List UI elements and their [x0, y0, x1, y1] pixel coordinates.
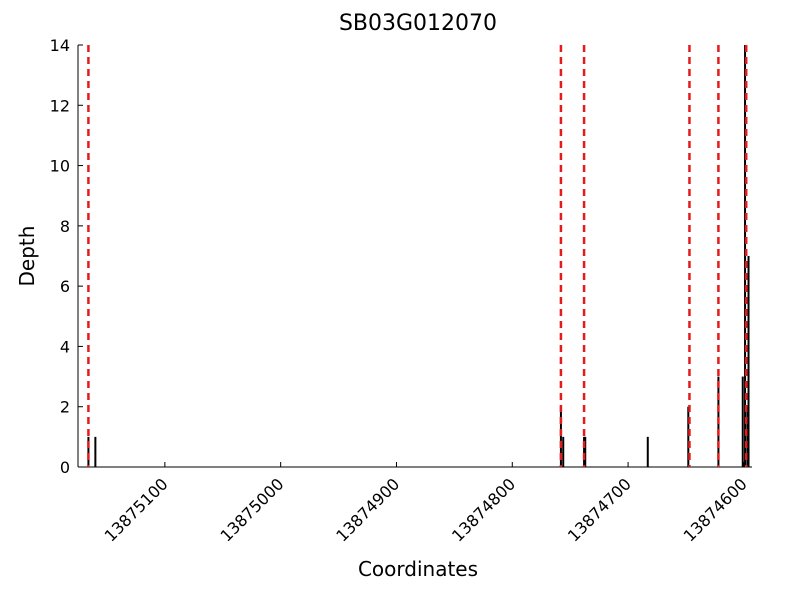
y-tick-label: 14 [50, 36, 70, 55]
x-axis-label: Coordinates [358, 557, 478, 581]
bar [741, 376, 744, 467]
bar [584, 436, 587, 467]
y-tick-label: 8 [60, 217, 70, 236]
x-tick-label: 13875100 [101, 474, 172, 545]
y-axis-label: Depth [15, 226, 39, 287]
x-tick-label: 13874600 [680, 474, 751, 545]
x-tick-label: 13874700 [564, 474, 635, 545]
bar [94, 436, 97, 467]
chart-title: SB03G012070 [339, 11, 497, 36]
bar [746, 406, 749, 467]
y-tick-label: 12 [50, 96, 70, 115]
bar [87, 436, 90, 467]
y-tick-label: 0 [60, 458, 70, 477]
x-tick-label: 13874800 [448, 474, 519, 545]
y-tick-label: 2 [60, 398, 70, 417]
bar [646, 436, 649, 467]
y-tick-label: 6 [60, 277, 70, 296]
bar [747, 256, 750, 467]
bar [562, 436, 565, 467]
y-tick-label: 4 [60, 337, 70, 356]
bar [559, 406, 562, 467]
x-tick-label: 13875000 [216, 474, 287, 545]
x-tick-label: 13874900 [332, 474, 403, 545]
bar [687, 406, 690, 467]
y-tick-label: 10 [50, 157, 70, 176]
bar [583, 436, 586, 467]
